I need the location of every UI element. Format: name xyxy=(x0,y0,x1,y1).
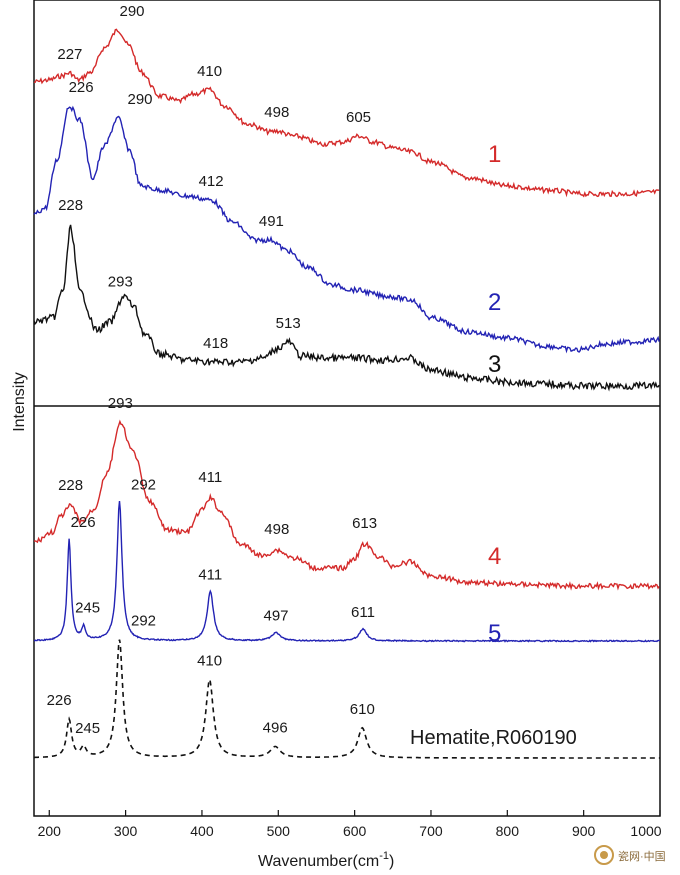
peak-label-s5-611: 611 xyxy=(351,604,375,621)
peak-label-s1-227: 227 xyxy=(57,46,82,63)
x-axis-label: Wavenumber(cm-1) xyxy=(258,850,394,870)
peak-label-s5-226: 226 xyxy=(71,514,96,531)
peak-label-s6-245: 245 xyxy=(75,720,100,737)
peak-label-s6-226: 226 xyxy=(47,692,72,709)
peak-labels: 227 290 410 498 605 226 290 412 491 228 293 418 513 2… xyxy=(47,3,378,737)
peak-label-s2-226: 226 xyxy=(69,79,94,96)
series-layer xyxy=(33,28,660,759)
peak-label-s1-410: 410 xyxy=(197,63,222,80)
peak-label-s5-292: 292 xyxy=(131,477,156,494)
series-line-1 xyxy=(33,28,660,198)
peak-label-s5-411: 411 xyxy=(198,567,222,584)
peak-label-s3-418: 418 xyxy=(203,335,228,352)
series-number-4: 4 xyxy=(488,543,501,570)
series-line-3 xyxy=(33,224,660,392)
series-line-4 xyxy=(33,419,660,591)
peak-label-s6-292: 292 xyxy=(131,613,156,630)
peak-label-s4-411: 411 xyxy=(198,469,222,486)
y-axis-label: Intensity xyxy=(11,372,28,432)
series-number-3: 3 xyxy=(488,351,501,378)
series-line-5 xyxy=(33,501,660,643)
series-line-2 xyxy=(33,105,660,354)
x-tick-label-800: 800 xyxy=(496,823,520,839)
peak-label-s6-496: 496 xyxy=(263,719,288,736)
x-tick-label-300: 300 xyxy=(114,823,138,839)
x-tick-label-600: 600 xyxy=(343,823,367,839)
watermark-logo: 瓷网·中国 xyxy=(594,845,666,865)
series-line-6 xyxy=(34,639,660,759)
peak-label-s1-498: 498 xyxy=(264,104,289,121)
peak-label-s4-613: 613 xyxy=(352,515,377,532)
peak-label-s6-410: 410 xyxy=(197,653,222,670)
peak-label-s5-245: 245 xyxy=(75,600,100,617)
peak-label-s4-498: 498 xyxy=(264,521,289,538)
peak-label-s1-290: 290 xyxy=(119,3,144,20)
peak-label-s2-491: 491 xyxy=(259,213,284,230)
x-axis-ticks: 200 300 400 500 600 700 800 900 1000 xyxy=(38,810,662,839)
watermark-text: 瓷网·中国 xyxy=(618,849,666,863)
x-tick-label-900: 900 xyxy=(572,823,596,839)
x-tick-label-500: 500 xyxy=(267,823,291,839)
x-tick-label-200: 200 xyxy=(38,823,62,839)
peak-label-s4-228: 228 xyxy=(58,477,83,494)
x-tick-label-700: 700 xyxy=(419,823,443,839)
peak-label-s4-293: 293 xyxy=(108,395,133,412)
x-tick-label-400: 400 xyxy=(190,823,214,839)
peak-label-s3-293: 293 xyxy=(108,274,133,291)
peak-label-s5-497: 497 xyxy=(263,608,288,625)
hematite-reference-label: Hematite,R060190 xyxy=(410,727,577,749)
x-tick-label-1000: 1000 xyxy=(630,823,661,839)
series-number-2: 2 xyxy=(488,289,501,316)
peak-label-s2-290: 290 xyxy=(127,91,152,108)
peak-label-s6-610: 610 xyxy=(350,701,375,718)
peak-label-s3-513: 513 xyxy=(276,315,301,332)
series-number-1: 1 xyxy=(488,141,501,168)
peak-label-s1-605: 605 xyxy=(346,109,371,126)
peak-label-s2-412: 412 xyxy=(199,173,224,190)
series-number-5: 5 xyxy=(488,620,501,647)
plot-frame xyxy=(33,0,661,817)
peak-label-s3-228: 228 xyxy=(58,197,83,214)
